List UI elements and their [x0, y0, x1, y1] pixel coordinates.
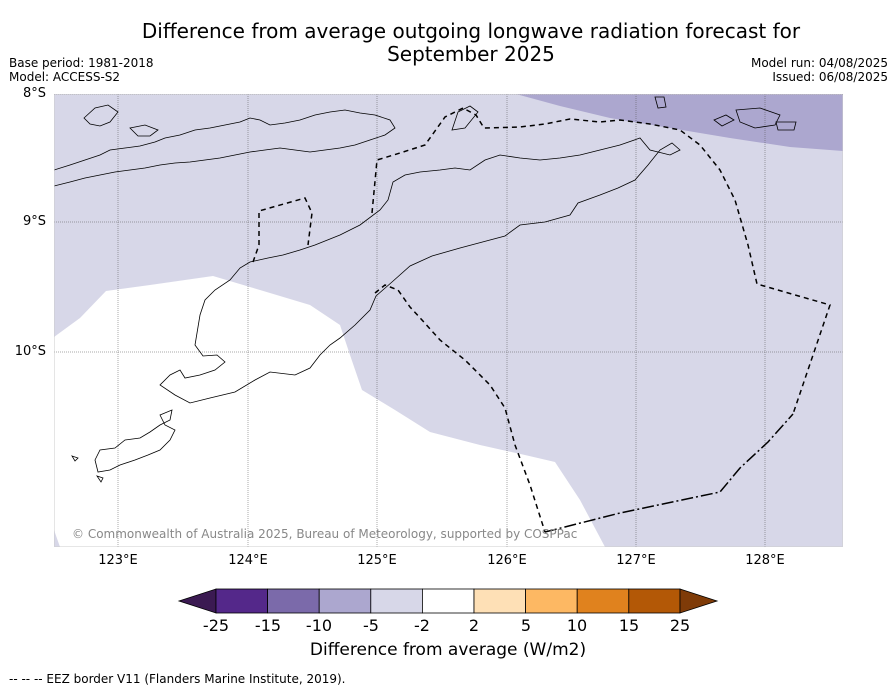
colorbar-segment-0: [177, 588, 217, 614]
anomaly-region-light: [54, 94, 843, 547]
meta-left: Base period: 1981-2018 Model: ACCESS-S2: [9, 56, 154, 84]
colorbar-tick: 2: [468, 616, 480, 635]
island-ne-4: [775, 121, 797, 131]
colorbar-segment-7: [525, 588, 578, 614]
colorbar-tick: 15: [618, 616, 640, 635]
graticule: [54, 94, 843, 547]
island-ne-1: [654, 96, 667, 109]
colorbar-segment-9: [628, 588, 681, 614]
timor-coastline: [159, 137, 681, 404]
colorbar-tick: 10: [566, 616, 588, 635]
colorbar-segment-2: [267, 588, 320, 614]
colorbar-tick: -25: [202, 616, 230, 635]
lat-label-9s: 9°S: [22, 214, 46, 229]
rote-coastline: [94, 409, 176, 473]
map-svg: [54, 94, 843, 547]
chart-title: Difference from average outgoing longwav…: [0, 20, 896, 66]
island-north-1: [83, 104, 119, 127]
island-small-1: [71, 455, 79, 462]
colorbar-tick: 5: [520, 616, 532, 635]
model-name: Model: ACCESS-S2: [9, 70, 121, 84]
colorbar-segment-8: [576, 588, 630, 614]
lon-label-125e: 125°E: [357, 553, 397, 568]
lat-label-8s: 8°S: [22, 86, 46, 101]
base-period: Base period: 1981-2018: [9, 56, 154, 70]
island-north-3: [451, 105, 479, 131]
anomaly-region-light-corner: [54, 530, 60, 547]
island-north-2: [129, 124, 159, 137]
eez-border-joint: [544, 413, 794, 533]
colorbar-tick: -5: [363, 616, 379, 635]
colorbar-tick: 25: [669, 616, 691, 635]
model-run: Model run: 04/08/2025: [750, 56, 888, 70]
lon-label-128e: 128°E: [745, 553, 785, 568]
island-ne-2: [735, 107, 781, 129]
lon-label-126e: 126°E: [487, 553, 527, 568]
lon-label-123e: 123°E: [98, 553, 138, 568]
eez-border: [252, 107, 831, 533]
island-small-2: [96, 475, 104, 483]
colorbar-tick: -10: [305, 616, 333, 635]
flores-coastline: [54, 109, 396, 187]
colorbar-tick: -15: [254, 616, 282, 635]
colorbar-label: Difference from average (W/m2): [309, 640, 587, 660]
lat-label-10s: 10°S: [14, 344, 46, 359]
title-line-2: September 2025: [387, 42, 555, 66]
colorbar-segment-1: [215, 588, 268, 614]
colorbar-segment-5: [421, 588, 475, 614]
copyright-notice: © Commonwealth of Australia 2025, Bureau…: [72, 527, 578, 541]
title-line-1: Difference from average outgoing longwav…: [141, 19, 801, 43]
map-frame: [54, 94, 843, 547]
colorbar-tick: -2: [414, 616, 430, 635]
coastlines: [54, 96, 797, 483]
lon-label-124e: 124°E: [228, 553, 268, 568]
eez-footnote: -- -- -- EEZ border V11 (Flanders Marine…: [9, 672, 346, 686]
colorbar-segment-6: [473, 588, 526, 614]
colorbar: [177, 588, 719, 614]
issued-date: Issued: 06/08/2025: [772, 70, 888, 84]
colorbar-segment-3: [318, 588, 372, 614]
meta-right: Model run: 04/08/2025 Issued: 06/08/2025: [751, 56, 888, 84]
lon-label-127e: 127°E: [616, 553, 656, 568]
island-ne-3: [713, 114, 735, 127]
map-panel: [54, 94, 843, 547]
colorbar-segment-4: [370, 588, 423, 614]
colorbar-segment-10: [679, 588, 719, 614]
